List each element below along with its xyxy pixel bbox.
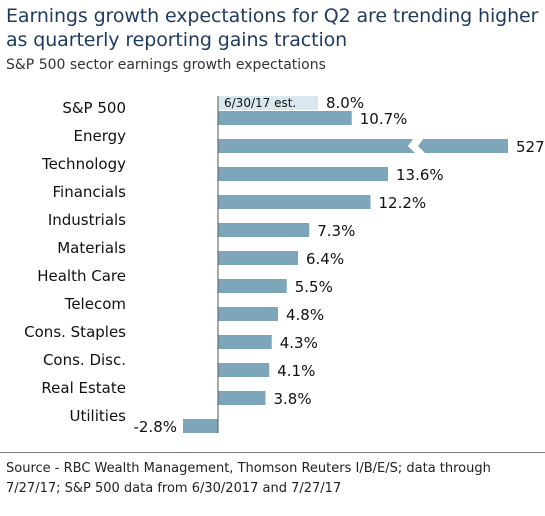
category-label: Industrials xyxy=(48,211,126,229)
bar-utilities xyxy=(183,419,218,433)
bar-telecom xyxy=(218,307,278,321)
category-label: Materials xyxy=(57,239,126,257)
category-label: S&P 500 xyxy=(62,99,126,117)
category-label: Financials xyxy=(53,183,127,201)
value-label: 7.3% xyxy=(317,222,355,240)
category-label: Utilities xyxy=(70,407,127,425)
estimate-value-label: 8.0% xyxy=(326,94,364,112)
category-label: Cons. Staples xyxy=(24,323,126,341)
footer-divider xyxy=(0,452,545,453)
category-label: Technology xyxy=(41,155,126,173)
bar-cons-disc xyxy=(218,363,270,377)
category-label: Energy xyxy=(73,127,126,145)
source-note: Source - RBC Wealth Management, Thomson … xyxy=(6,461,491,496)
value-label: -2.8% xyxy=(133,418,177,436)
value-label: 4.1% xyxy=(277,362,315,380)
chart-title: Earnings growth expectations for Q2 are … xyxy=(6,5,539,51)
bar-chart: 6/30/17 est. 8.0% S&P 500 10.7% Energy 527.3%… xyxy=(24,94,545,436)
estimate-label: 6/30/17 est. xyxy=(224,96,296,110)
value-label: 4.8% xyxy=(286,306,324,324)
value-label: 12.2% xyxy=(379,194,427,212)
category-label: Real Estate xyxy=(41,379,126,397)
axis-break-mark xyxy=(408,138,426,154)
bar-industrials xyxy=(218,223,310,237)
chart-subtitle: S&P 500 sector earnings growth expectati… xyxy=(6,57,326,73)
category-label: Cons. Disc. xyxy=(43,351,126,369)
value-label: 527.3% xyxy=(516,138,545,156)
value-label: 3.8% xyxy=(274,390,312,408)
value-label: 5.5% xyxy=(295,278,333,296)
category-label: Telecom xyxy=(64,295,126,313)
value-label: 6.4% xyxy=(306,250,344,268)
bar-energy xyxy=(218,139,508,153)
value-label: 13.6% xyxy=(396,166,444,184)
bar-materials xyxy=(218,251,298,265)
estimate-bar xyxy=(218,96,318,110)
bar-technology xyxy=(218,167,388,181)
bar-cons-staples xyxy=(218,335,272,349)
value-label: 4.3% xyxy=(280,334,318,352)
bar-financials xyxy=(218,195,371,209)
category-label: Health Care xyxy=(37,267,126,285)
bar-real-estate xyxy=(218,391,266,405)
bar-sandp-500 xyxy=(218,111,352,125)
value-label: 10.7% xyxy=(360,110,408,128)
bar-health-care xyxy=(218,279,287,293)
